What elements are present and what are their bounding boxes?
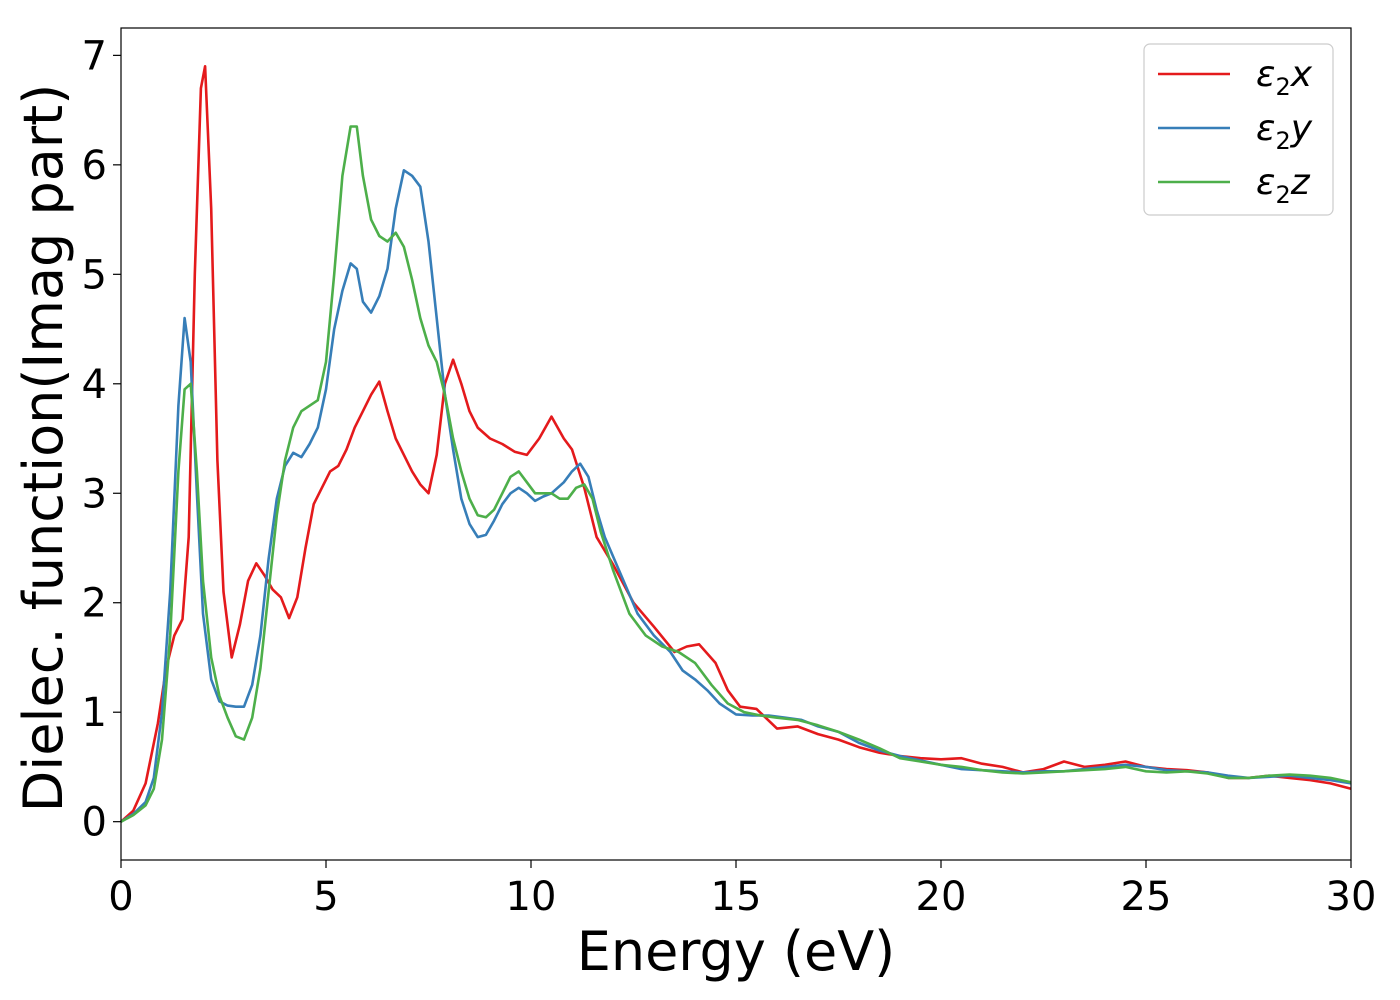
legend-box xyxy=(1143,43,1334,216)
y-tick-label: 4 xyxy=(82,362,107,408)
y-tick-label: 1 xyxy=(82,690,107,736)
x-axis-title: Energy (eV) xyxy=(577,920,896,983)
legend: ε2x ε2y ε2z xyxy=(1143,43,1334,216)
x-axis: 0 5 10 15 20 25 30 xyxy=(108,860,1376,920)
x-tick-label: 10 xyxy=(506,874,557,920)
y-tick-label: 2 xyxy=(82,581,107,627)
y-tick-label: 6 xyxy=(82,143,107,189)
legend-label-x: ε2x xyxy=(1256,54,1313,101)
y-tick-label: 0 xyxy=(82,800,107,846)
legend-label-y: ε2y xyxy=(1256,108,1313,155)
legend-label-z: ε2z xyxy=(1256,162,1311,209)
x-tick-label: 25 xyxy=(1121,874,1172,920)
series-line-y xyxy=(120,169,1352,823)
series-line-z xyxy=(120,125,1352,823)
y-axis-title: Dielec. function(Imag part) xyxy=(12,84,75,813)
y-tick-label: 7 xyxy=(82,33,107,79)
x-tick-label: 0 xyxy=(108,874,133,920)
x-tick-label: 20 xyxy=(916,874,967,920)
y-tick-label: 3 xyxy=(82,471,107,517)
y-axis: 0 1 2 3 4 5 6 7 xyxy=(82,33,121,846)
x-tick-label: 30 xyxy=(1326,874,1377,920)
x-tick-label: 15 xyxy=(711,874,762,920)
series-layer xyxy=(120,65,1352,823)
y-tick-label: 5 xyxy=(82,252,107,298)
x-tick-label: 5 xyxy=(313,874,338,920)
